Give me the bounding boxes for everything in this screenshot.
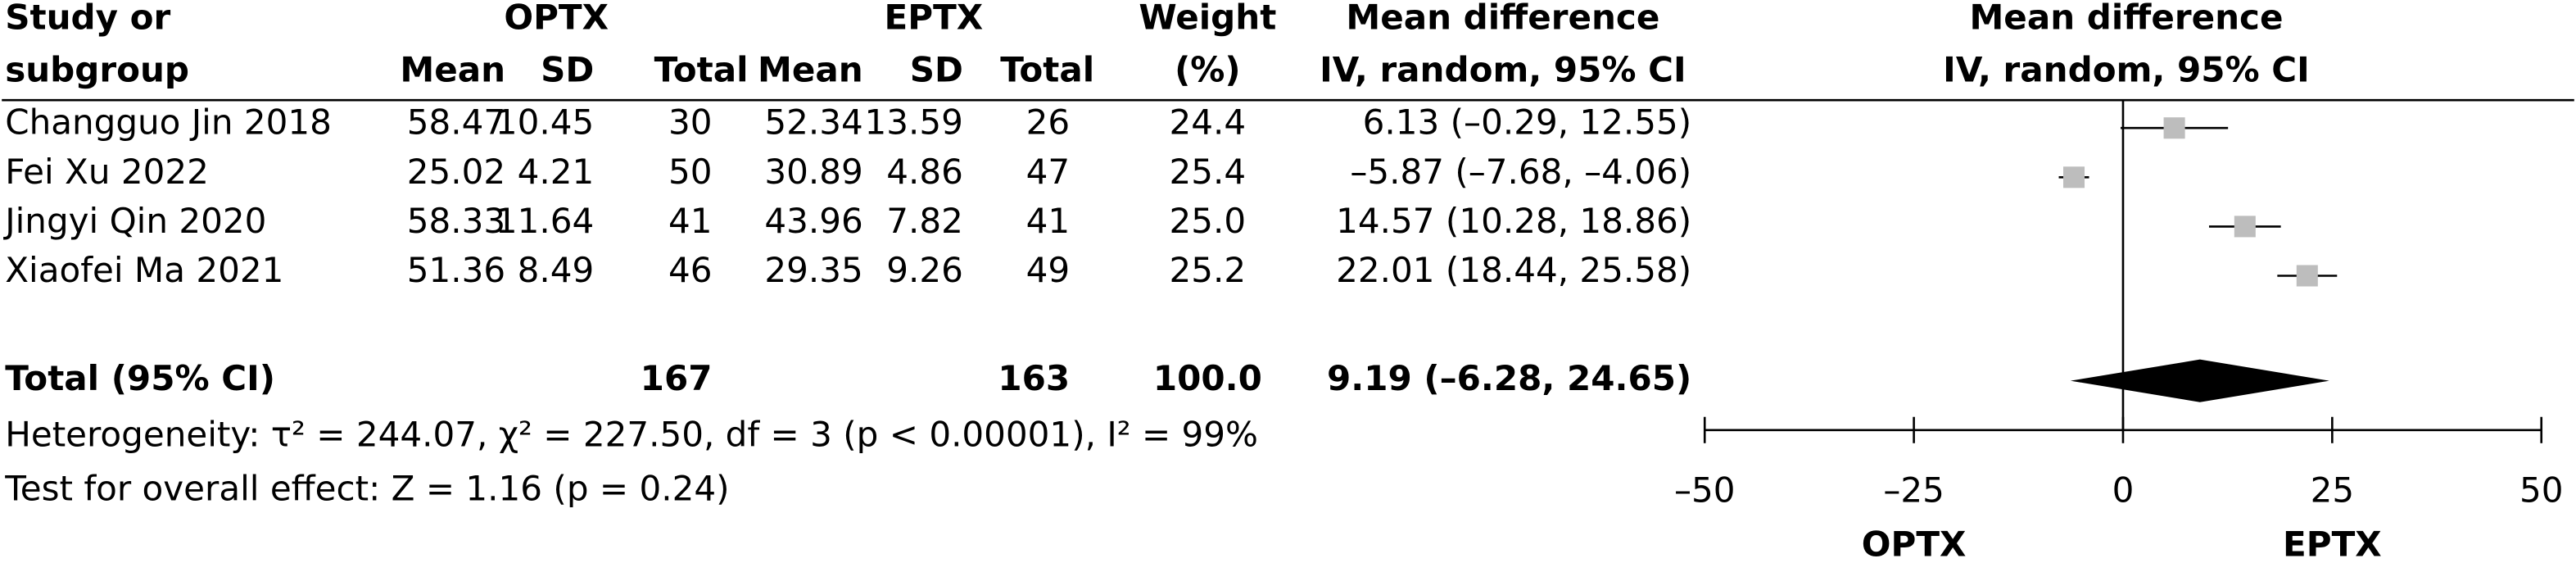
study-name: Fei Xu 2022 [5,152,209,192]
ci-label: –5.87 (–7.68, –4.06) [1350,152,1691,192]
cell: 4.21 [518,152,595,192]
weight: 25.0 [1170,201,1247,241]
header: Mean [758,50,863,90]
weight: 25.4 [1170,152,1247,192]
cell: 29.35 [764,250,862,290]
header: Total [654,50,749,90]
cell: 41 [1026,201,1071,241]
weight: 100.0 [1153,358,1262,398]
cell: 46 [668,250,713,290]
header: IV, random, 95% CI [1320,50,1686,90]
favours-label: OPTX [1862,524,1967,563]
header: subgroup [5,50,189,90]
cell: 10.45 [496,102,594,143]
header: IV, random, 95% CI [1943,50,2310,90]
header: SD [910,50,963,90]
heterogeneity: Heterogeneity: τ² = 244.07, χ² = 227.50,… [5,414,1258,454]
header: Weight [1139,0,1276,38]
weight: 24.4 [1170,102,1247,143]
cell: 25.02 [407,152,505,192]
overall-effect: Test for overall effect: Z = 1.16 (p = 0… [4,468,729,508]
cell: 50 [668,152,713,192]
study-name: Changguo Jin 2018 [5,102,332,143]
effect-square [2163,117,2185,139]
weight: 25.2 [1170,250,1247,290]
cell: 41 [668,201,713,241]
x-tick-label: –50 [1674,470,1736,510]
cell: 51.36 [407,250,505,290]
header: EPTX [885,0,984,38]
header: SD [541,50,594,90]
cell: 30 [668,102,713,143]
cell: 8.49 [518,250,595,290]
header: Mean difference [1969,0,2283,38]
effect-square [2063,166,2085,188]
x-tick-label: 25 [2311,470,2355,510]
summary-diamond [2070,359,2329,402]
ci-label: 6.13 (–0.29, 12.55) [1363,102,1692,143]
ci-label: 9.19 (–6.28, 24.65) [1327,358,1691,398]
ci-label: 14.57 (10.28, 18.86) [1336,201,1691,241]
study-name: Jingyi Qin 2020 [2,201,266,241]
header: Study or [5,0,170,38]
header: Mean [400,50,505,90]
total-name: Total (95% CI) [5,358,275,398]
header: (%) [1175,50,1241,90]
cell: 7.82 [886,201,963,241]
cell: 47 [1026,152,1071,192]
ci-label: 22.01 (18.44, 25.58) [1336,250,1691,290]
effect-square [2296,265,2318,287]
cell: 4.86 [886,152,963,192]
cell: 26 [1026,102,1071,143]
x-tick-label: 0 [2112,470,2135,510]
effect-square [2234,216,2256,238]
header: OPTX [504,0,609,38]
cell: 58.33 [407,201,505,241]
cell: 167 [641,358,713,398]
header: Mean difference [1346,0,1659,38]
header: Total [1000,50,1094,90]
cell: 9.26 [886,250,963,290]
x-tick-label: 50 [2519,470,2564,510]
cell: 30.89 [764,152,862,192]
cell: 43.96 [764,201,862,241]
cell: 13.59 [865,102,963,143]
cell: 11.64 [496,201,594,241]
cell: 163 [998,358,1070,398]
cell: 49 [1026,250,1071,290]
cell: 58.47 [407,102,505,143]
study-name: Xiaofei Ma 2021 [5,250,283,290]
x-tick-label: –25 [1883,470,1944,510]
cell: 52.34 [764,102,862,143]
favours-label: EPTX [2283,524,2382,563]
